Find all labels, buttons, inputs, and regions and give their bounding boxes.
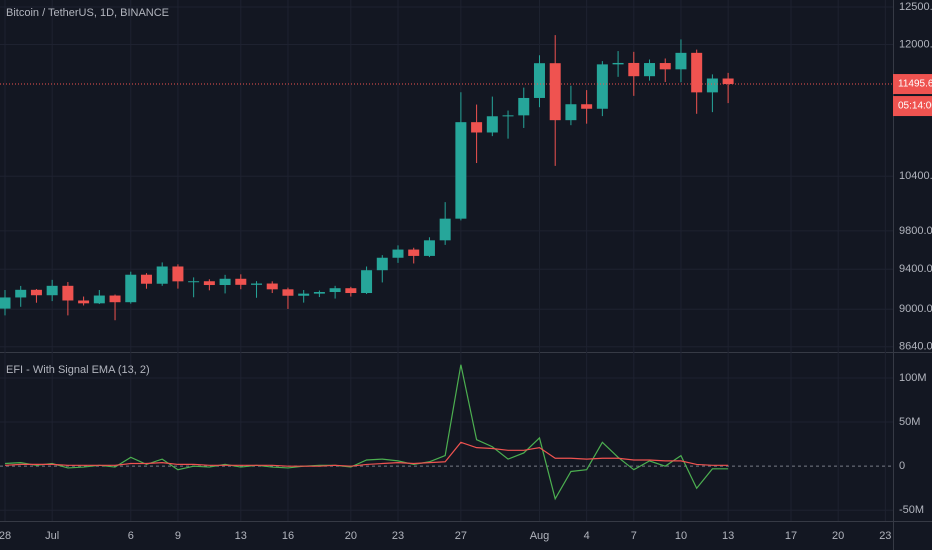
candle-body <box>188 281 200 283</box>
y-tick-label: 9000.00 <box>899 303 932 315</box>
candle-body <box>706 78 718 93</box>
candle-body <box>565 104 577 121</box>
candle-body <box>15 289 27 298</box>
candle-body <box>502 115 514 117</box>
candle-body <box>376 257 388 271</box>
last-price-box <box>893 74 932 95</box>
x-tick-label: 23 <box>392 530 404 542</box>
x-tick-label: 13 <box>722 530 734 542</box>
candle-body <box>675 52 687 70</box>
candle-body <box>298 293 310 296</box>
x-tick-label: Aug <box>530 530 550 542</box>
candle-body <box>329 288 341 293</box>
x-tick-label: 28 <box>0 530 11 542</box>
candle-body <box>486 116 498 133</box>
candle-body <box>423 240 435 256</box>
x-tick-label: 20 <box>832 530 844 542</box>
x-tick-label: 23 <box>879 530 891 542</box>
y-tick-label: 10400.00 <box>899 170 932 182</box>
candle-body <box>439 218 451 241</box>
candle-body <box>251 283 263 285</box>
candle-body <box>628 62 640 77</box>
y-tick-label: 9400.00 <box>899 263 932 275</box>
candle-body <box>392 249 404 258</box>
y-tick-label: 0 <box>899 460 905 472</box>
y-tick-label: 9800.00 <box>899 225 932 237</box>
y-tick-label: 8640.00 <box>899 341 932 353</box>
indicator-line <box>4 364 729 501</box>
candle-body <box>203 281 215 286</box>
candle-body <box>172 266 184 282</box>
indicator-title: EFI - With Signal EMA (13, 2) <box>6 364 150 376</box>
y-tick-label: -50M <box>899 504 924 516</box>
candle-body <box>219 278 231 286</box>
candle-body <box>109 295 121 303</box>
candle-body <box>93 295 105 304</box>
countdown-label: 05:14:00 <box>898 101 932 112</box>
candle-body <box>345 288 357 294</box>
candle-body <box>266 283 278 290</box>
candle-body <box>30 289 42 296</box>
candle-body <box>612 62 624 65</box>
x-tick-label: 7 <box>631 530 637 542</box>
candle-body <box>581 104 593 109</box>
candle-body <box>62 285 74 301</box>
x-tick-label: 17 <box>785 530 797 542</box>
candle-body <box>659 63 671 70</box>
candle-body <box>282 289 294 296</box>
x-tick-label: 9 <box>175 530 181 542</box>
x-tick-label: 16 <box>282 530 294 542</box>
candle-body <box>691 52 703 93</box>
candle-body <box>533 63 545 98</box>
x-tick-label: 6 <box>128 530 134 542</box>
x-tick-label: 27 <box>455 530 467 542</box>
candle-body <box>408 249 420 256</box>
candle-body <box>78 300 90 304</box>
symbol-title: Bitcoin / TetherUS, 1D, BINANCE <box>6 7 169 19</box>
candle-body <box>235 278 247 285</box>
x-tick-label: 13 <box>235 530 247 542</box>
y-tick-label: 100M <box>899 372 927 384</box>
candle-body <box>313 292 325 294</box>
last-price-label: 11495.63 <box>898 79 932 90</box>
candle-body <box>549 63 561 121</box>
candle-body <box>140 274 152 284</box>
y-tick-label: 12000.00 <box>899 38 932 50</box>
candle-body <box>125 274 137 303</box>
candle-body <box>0 297 11 309</box>
indicator-line <box>4 441 729 467</box>
y-tick-label: 50M <box>899 416 920 428</box>
candle-body <box>596 64 608 109</box>
x-tick-label: Jul <box>45 530 59 542</box>
x-tick-label: 20 <box>345 530 357 542</box>
candle-body <box>471 122 483 133</box>
candle-body <box>518 97 530 116</box>
candle-body <box>156 266 168 284</box>
x-tick-label: 10 <box>675 530 687 542</box>
x-tick-label: 4 <box>584 530 590 542</box>
candle-body <box>455 122 467 219</box>
candle-body <box>361 270 373 294</box>
y-tick-label: 12500.00 <box>899 1 932 13</box>
candle-body <box>46 285 58 296</box>
countdown-box <box>893 96 932 117</box>
candle-body <box>722 78 734 85</box>
candle-body <box>644 63 656 77</box>
